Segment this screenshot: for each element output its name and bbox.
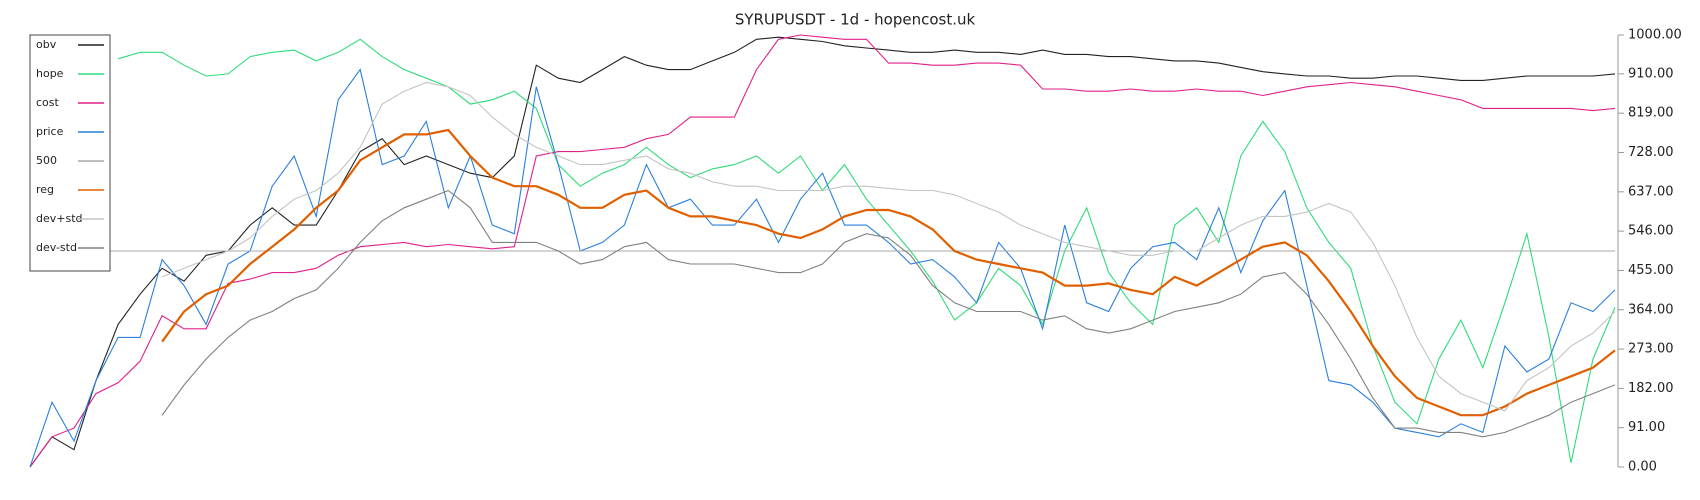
y-tick-label: 728.00 — [1628, 145, 1674, 160]
y-tick-label: 91.00 — [1628, 420, 1665, 435]
series-line — [29, 34, 1616, 468]
chart-title: SYRUPUSDT - 1d - hopencost.uk — [735, 11, 976, 29]
series-line — [161, 128, 1616, 417]
legend-label: cost — [36, 96, 60, 109]
y-tick-label: 0.00 — [1628, 460, 1657, 475]
y-tick-label: 455.00 — [1628, 263, 1674, 278]
legend-label: hope — [36, 67, 64, 80]
series-line — [29, 36, 1616, 468]
y-tick-label: 637.00 — [1628, 184, 1674, 199]
series-line — [29, 68, 1616, 468]
y-tick-label: 1000.00 — [1628, 28, 1682, 43]
legend-label: dev+std — [36, 212, 83, 225]
y-tick-label: 364.00 — [1628, 302, 1674, 317]
legend-label: price — [36, 125, 64, 138]
legend-label: obv — [36, 38, 57, 51]
y-tick-label: 273.00 — [1628, 342, 1674, 357]
y-tick-label: 819.00 — [1628, 106, 1674, 121]
y-tick-label: 182.00 — [1628, 381, 1674, 396]
series-line — [161, 81, 1616, 412]
y-tick-label: 910.00 — [1628, 66, 1674, 81]
legend: obv hope cost price 500 reg dev+std dev-std — [29, 34, 111, 272]
y-tick-label: 546.00 — [1628, 224, 1674, 239]
legend-label: dev-std — [36, 241, 77, 254]
series-line — [161, 189, 1616, 438]
legend-label: 500 — [36, 154, 57, 167]
legend-label: reg — [36, 183, 54, 196]
series-line — [117, 38, 1616, 463]
